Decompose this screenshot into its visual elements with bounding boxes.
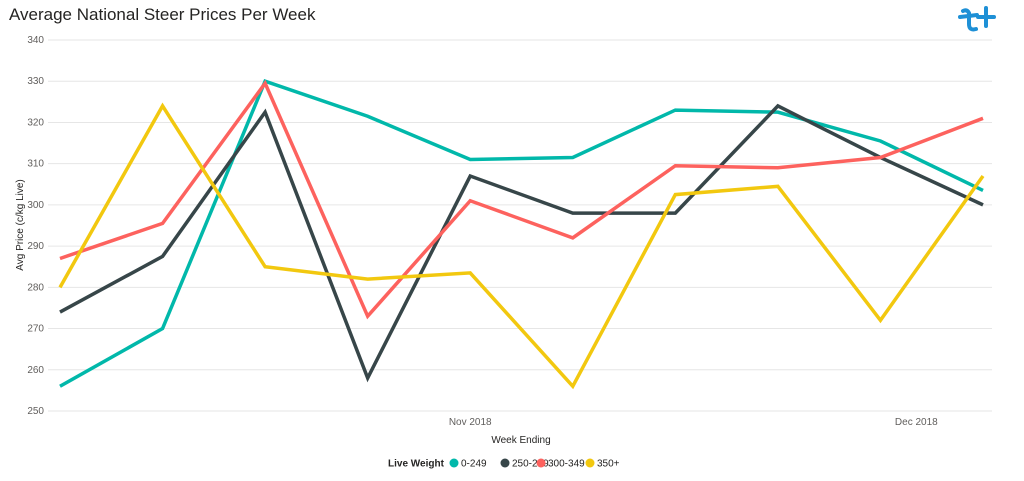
- y-tick-label: 330: [27, 76, 44, 87]
- legend-marker: [500, 458, 510, 468]
- y-tick-label: 300: [27, 200, 44, 211]
- y-axis-title: Avg Price (c/kg Live): [15, 179, 26, 271]
- series-line-300-349[interactable]: [59, 79, 984, 320]
- y-tick-label: 310: [27, 159, 44, 170]
- legend-marker: [536, 458, 546, 468]
- y-axis-ticks: 250 260 270 280 290 300 310 320 330 340: [27, 35, 44, 417]
- y-tick-label: 290: [27, 241, 44, 252]
- series-lines: [58, 79, 985, 390]
- x-tick-label: Nov 2018: [449, 417, 492, 428]
- y-tick-label: 280: [27, 282, 44, 293]
- y-tick-label: 270: [27, 324, 44, 335]
- x-axis-ticks: Nov 2018 Dec 2018: [449, 417, 938, 428]
- series-line-350+[interactable]: [58, 102, 985, 390]
- legend-label[interactable]: 300-349: [548, 459, 585, 470]
- t-plus-logo-icon[interactable]: [957, 4, 997, 36]
- y-tick-label: 250: [27, 406, 44, 417]
- legend-title: Live Weight: [388, 459, 445, 470]
- legend-marker: [585, 458, 595, 468]
- series-line-0-249[interactable]: [59, 79, 984, 388]
- legend-label[interactable]: 250-299: [512, 459, 549, 470]
- y-tick-label: 340: [27, 35, 44, 46]
- y-tick-label: 320: [27, 117, 44, 128]
- gridlines: [48, 39, 992, 412]
- legend-label[interactable]: 0-249: [461, 459, 487, 470]
- chart-title: Average National Steer Prices Per Week: [9, 5, 316, 24]
- y-tick-label: 260: [27, 365, 44, 376]
- legend-label[interactable]: 350+: [597, 459, 620, 470]
- legend: Live Weight 0-249 250-299 300-349 350+: [388, 458, 620, 470]
- legend-marker: [449, 458, 459, 468]
- x-tick-label: Dec 2018: [895, 417, 938, 428]
- x-axis-title: Week Ending: [491, 435, 550, 446]
